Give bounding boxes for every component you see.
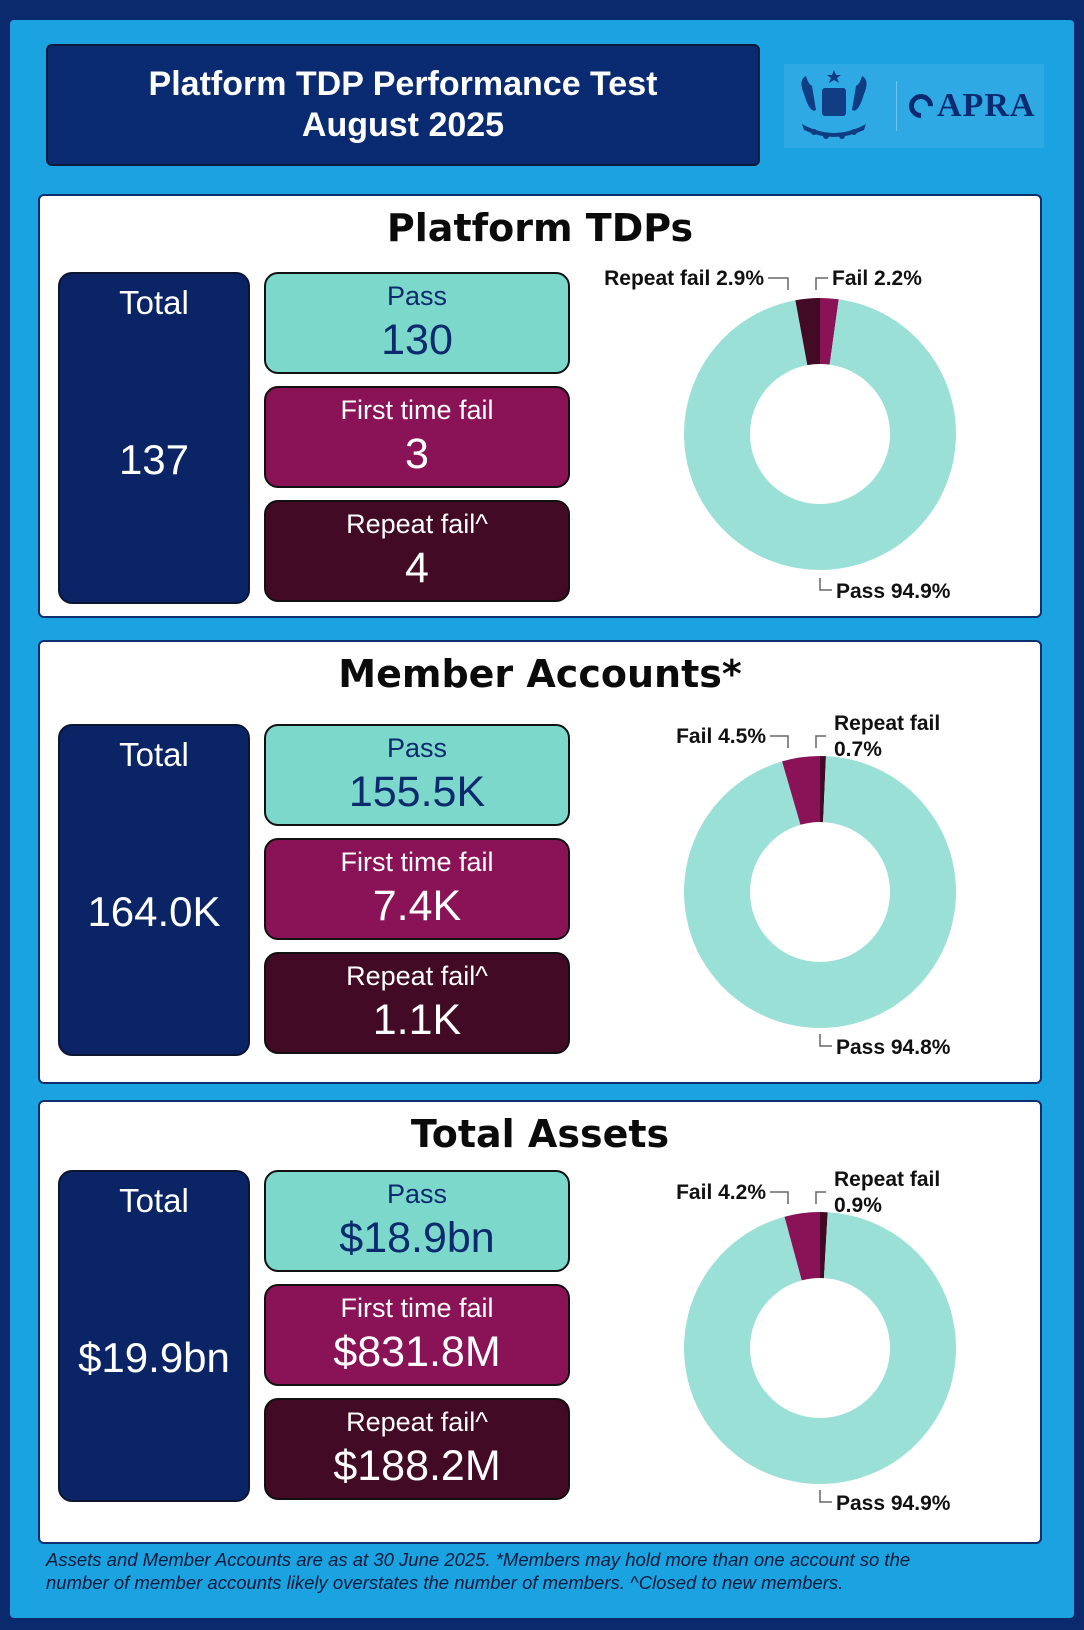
total-box: Total $19.9bn — [58, 1170, 250, 1502]
footnote: Assets and Member Accounts are as at 30 … — [46, 1548, 1056, 1594]
apra-text: APRA — [937, 87, 1036, 124]
fail-data-label: Fail 2.2% — [832, 267, 922, 290]
first-fail-label: First time fail — [340, 847, 494, 877]
pass-value: 155.5K — [348, 768, 486, 816]
apra-mark-icon — [904, 89, 938, 123]
repeat-fail-value: $188.2M — [333, 1442, 501, 1490]
donut-slice-repeat-repeat — [820, 1212, 828, 1279]
repeat-fail-data-label-line2: 0.7% — [834, 738, 882, 761]
donut-chart: Repeat fail 2.9% Fail 2.2% Pass 94.9% — [604, 267, 956, 603]
pass-card: Pass $18.9bn — [264, 1170, 570, 1272]
repeat-fail-data-label-line2: 0.9% — [834, 1194, 882, 1217]
total-label: Total — [119, 736, 189, 773]
total-value: 164.0K — [87, 888, 221, 935]
first-fail-label: First time fail — [340, 395, 494, 425]
pass-data-label: Pass 94.9% — [836, 580, 951, 603]
coat-of-arms-icon — [801, 70, 867, 139]
pass-label: Pass — [386, 1179, 448, 1209]
panel-total-assets: Total Assets Total $19.9bn Pass $18.9bn … — [38, 1100, 1042, 1544]
repeat-fail-data-label-line1: Repeat fail — [834, 712, 940, 735]
first-fail-card: First time fail $831.8M — [264, 1284, 570, 1386]
repeat-fail-value: 1.1K — [372, 996, 462, 1044]
repeat-fail-label: Repeat fail^ — [346, 1407, 488, 1437]
donut-chart: Fail 4.2% Repeat fail 0.9% Pass 94.9% — [676, 1168, 956, 1515]
repeat-fail-data-label: Repeat fail 2.9% — [604, 267, 764, 290]
total-value: 137 — [118, 436, 190, 483]
donut-slice-fail — [820, 298, 839, 365]
donut-chart: Fail 4.5% Repeat fail 0.7% Pass 94.8% — [676, 712, 956, 1059]
panel-title: Member Accounts* — [338, 652, 742, 696]
donut-slice-pass — [684, 1212, 956, 1484]
total-label: Total — [119, 1182, 189, 1219]
donut-slice-fail — [782, 756, 820, 825]
donut-slice-pass — [684, 299, 956, 570]
pass-value: $18.9bn — [339, 1214, 495, 1262]
total-box: Total 164.0K — [58, 724, 250, 1056]
total-label: Total — [119, 284, 189, 321]
fail-data-label: Fail 4.2% — [676, 1181, 766, 1204]
panel-member-accounts: Member Accounts* Total 164.0K Pass 155.5… — [38, 640, 1042, 1084]
panel-title: Total Assets — [410, 1112, 670, 1156]
first-fail-card: First time fail 3 — [264, 386, 570, 488]
fail-data-label: Fail 4.5% — [676, 725, 766, 748]
donut-slice-repeat-repeat — [795, 298, 820, 366]
logo-divider — [896, 81, 897, 131]
repeat-fail-card: Repeat fail^ $188.2M — [264, 1398, 570, 1500]
total-value: $19.9bn — [78, 1334, 230, 1381]
repeat-fail-card: Repeat fail^ 1.1K — [264, 952, 570, 1054]
panel-title: Platform TDPs — [386, 206, 694, 250]
page-subtitle: August 2025 — [301, 106, 505, 144]
pass-data-label: Pass 94.8% — [836, 1036, 951, 1059]
footnote-line2: number of member accounts likely oversta… — [46, 1572, 844, 1593]
donut-slice-fail — [784, 1212, 820, 1281]
repeat-fail-label: Repeat fail^ — [346, 509, 488, 539]
pass-label: Pass — [386, 281, 448, 311]
pass-value: 130 — [381, 316, 453, 364]
first-fail-label: First time fail — [340, 1293, 494, 1323]
page-title: Platform TDP Performance Test — [148, 65, 658, 103]
apra-logo: APRA — [784, 64, 1044, 148]
repeat-fail-data-label-line1: Repeat fail — [834, 1168, 940, 1191]
pass-label: Pass — [386, 733, 448, 763]
total-box: Total 137 — [58, 272, 250, 604]
pass-data-label: Pass 94.9% — [836, 1492, 951, 1515]
donut-slice-repeat-repeat — [820, 756, 826, 823]
first-fail-value: 7.4K — [372, 882, 462, 930]
donut-slice-pass — [684, 756, 956, 1028]
title-banner: Platform TDP Performance Test August 202… — [46, 44, 760, 166]
first-fail-value: 3 — [405, 430, 429, 478]
repeat-fail-label: Repeat fail^ — [346, 961, 488, 991]
apra-wordmark: APRA — [904, 87, 1036, 125]
pass-card: Pass 130 — [264, 272, 570, 374]
first-fail-value: $831.8M — [333, 1328, 501, 1376]
first-fail-card: First time fail 7.4K — [264, 838, 570, 940]
panel-platform-tdps: Platform TDPs Total 137 Pass 130 First t… — [38, 194, 1042, 618]
footnote-line1: Assets and Member Accounts are as at 30 … — [46, 1549, 911, 1570]
repeat-fail-value: 4 — [405, 544, 429, 592]
pass-card: Pass 155.5K — [264, 724, 570, 826]
repeat-fail-card: Repeat fail^ 4 — [264, 500, 570, 602]
